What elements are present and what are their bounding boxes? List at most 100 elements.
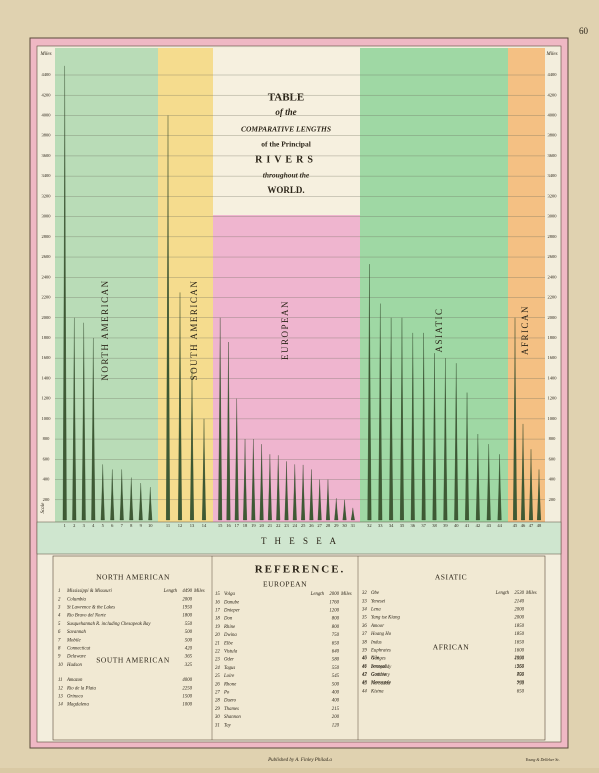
river [166,115,170,521]
river-length: 365 [185,655,193,660]
river-number: 42 [476,523,481,528]
river-name: Irrawaddy [370,665,392,670]
scale-tick-label: 3800 [548,133,558,138]
river-length: 1650 [514,640,524,645]
river [72,317,77,521]
scale-tick-label: 200 [549,497,557,502]
river [100,464,105,521]
river-no: 21 [215,641,220,646]
section-heading: SOUTH AMERICAN [96,656,170,665]
river-length: 500 [332,682,340,687]
band-north-american [55,48,158,522]
river [301,464,306,521]
river-no: 6 [58,630,61,635]
section-heading: NORTH AMERICAN [96,573,170,582]
river-name: Yenesei [371,599,386,604]
river-length: 2000 [329,592,339,597]
river-number: 5 [102,523,105,528]
river-name: Elbe [223,641,234,646]
river-number: 36 [411,523,416,528]
river-name: Thames [224,707,239,712]
river-name: Mobile [66,638,81,643]
river-name: Oder [224,658,234,663]
river [334,498,339,521]
river-number: 15 [218,523,223,528]
river-length: 400 [332,699,340,704]
scale-tick-label: 1400 [548,375,558,380]
river-name: Nile [370,656,380,661]
river-no: 9 [58,655,61,660]
river-number: 39 [443,523,448,528]
river-name: Danube [223,600,240,605]
river-length: 4490 [182,589,192,594]
river [443,358,448,521]
river-name: Ganges [371,657,386,662]
river-name: Hoang Ho [370,632,392,637]
title-line: WORLD. [267,185,304,195]
river-number: 22 [276,523,281,528]
reference-heading: REFERENCE. [255,564,346,576]
river-no: 29 [215,707,220,712]
scale-tick-label: 3400 [42,173,52,178]
river-length: 545 [332,674,340,679]
river-no: 45 [362,656,367,661]
river [251,439,256,521]
river-no: 41 [362,665,367,670]
scale-tick-label: 2600 [548,254,558,259]
river [284,461,289,521]
river-name: Connecticut [67,646,91,651]
river-no: 25 [215,674,220,679]
river-length: 550 [332,666,340,671]
region-label: EUROPEAN [280,300,290,360]
river-number: 6 [111,523,114,528]
title-line: RIVERS [255,154,317,165]
title-line: of the [275,107,296,117]
river-no: 15 [215,592,220,597]
river [110,469,115,521]
river-length: 700 [517,672,525,677]
river [309,469,314,521]
scale-tick-label: 3200 [548,193,558,198]
length-heading: Length [495,591,510,596]
river-length: 1260 [514,665,524,670]
river-number: 12 [178,523,183,528]
river [91,337,96,521]
river-name: Tay [224,723,232,728]
river-length: 750 [332,633,340,638]
river-number: 48 [537,523,542,528]
scale-tick-label: 3000 [548,214,558,219]
river-no: 38 [362,640,367,645]
river-length: 1850 [514,632,524,637]
river [537,469,541,521]
river-length: 650 [332,641,340,646]
river-length: 2000 [514,616,524,621]
river-no: 7 [58,638,61,643]
river-number: 13 [190,523,195,528]
river-name: Rhine [223,625,236,630]
scale-tick-label: 200 [43,497,51,502]
river-number: 38 [432,523,437,528]
river-length: 420 [185,646,193,651]
river [178,292,182,521]
river-length: 1850 [514,624,524,629]
title-line: COMPARATIVE LENGTHS [241,125,331,134]
river-number: 7 [121,523,124,528]
scale-tick-label: 600 [549,456,557,461]
river-no: 39 [362,648,367,653]
river-length: 580 [332,658,340,663]
river-no: 24 [215,666,220,671]
reference-box [52,555,546,741]
river-no: 23 [215,658,220,663]
river-number: 2 [73,523,75,528]
river-length: 850 [517,673,525,678]
region-label: SOUTH AMERICAN [189,280,199,381]
river [190,368,194,521]
region-label: ASIATIC [434,307,444,352]
river-no: 3 [58,605,61,610]
river-name: Tagus [224,666,235,671]
river-name: Rio Bravo del Norte [66,614,107,619]
river-number: 34 [389,523,394,528]
river-no: 16 [215,600,220,605]
river-no: 8 [58,646,61,651]
river-name: Volga [224,592,236,597]
